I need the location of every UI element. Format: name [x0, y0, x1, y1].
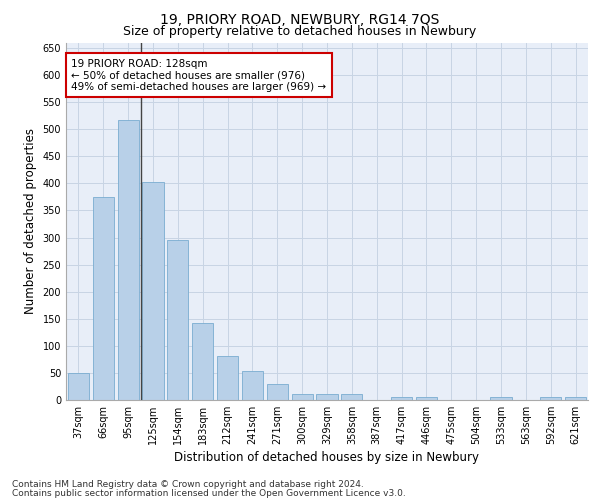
- Bar: [217, 356, 238, 400]
- Bar: [490, 398, 512, 400]
- Bar: [192, 322, 213, 400]
- Bar: [341, 394, 362, 400]
- Bar: [391, 398, 412, 400]
- Bar: [416, 398, 437, 400]
- Bar: [118, 120, 139, 400]
- Bar: [565, 398, 586, 400]
- Text: 19, PRIORY ROAD, NEWBURY, RG14 7QS: 19, PRIORY ROAD, NEWBURY, RG14 7QS: [160, 12, 440, 26]
- Y-axis label: Number of detached properties: Number of detached properties: [24, 128, 37, 314]
- Text: Size of property relative to detached houses in Newbury: Size of property relative to detached ho…: [124, 25, 476, 38]
- Text: Contains public sector information licensed under the Open Government Licence v3: Contains public sector information licen…: [12, 488, 406, 498]
- Text: 19 PRIORY ROAD: 128sqm
← 50% of detached houses are smaller (976)
49% of semi-de: 19 PRIORY ROAD: 128sqm ← 50% of detached…: [71, 58, 326, 92]
- Bar: [267, 384, 288, 400]
- Bar: [167, 240, 188, 400]
- Bar: [540, 398, 561, 400]
- Bar: [142, 182, 164, 400]
- Text: Contains HM Land Registry data © Crown copyright and database right 2024.: Contains HM Land Registry data © Crown c…: [12, 480, 364, 489]
- Bar: [68, 373, 89, 400]
- Bar: [292, 394, 313, 400]
- Bar: [316, 394, 338, 400]
- Bar: [242, 371, 263, 400]
- X-axis label: Distribution of detached houses by size in Newbury: Distribution of detached houses by size …: [175, 451, 479, 464]
- Bar: [93, 197, 114, 400]
